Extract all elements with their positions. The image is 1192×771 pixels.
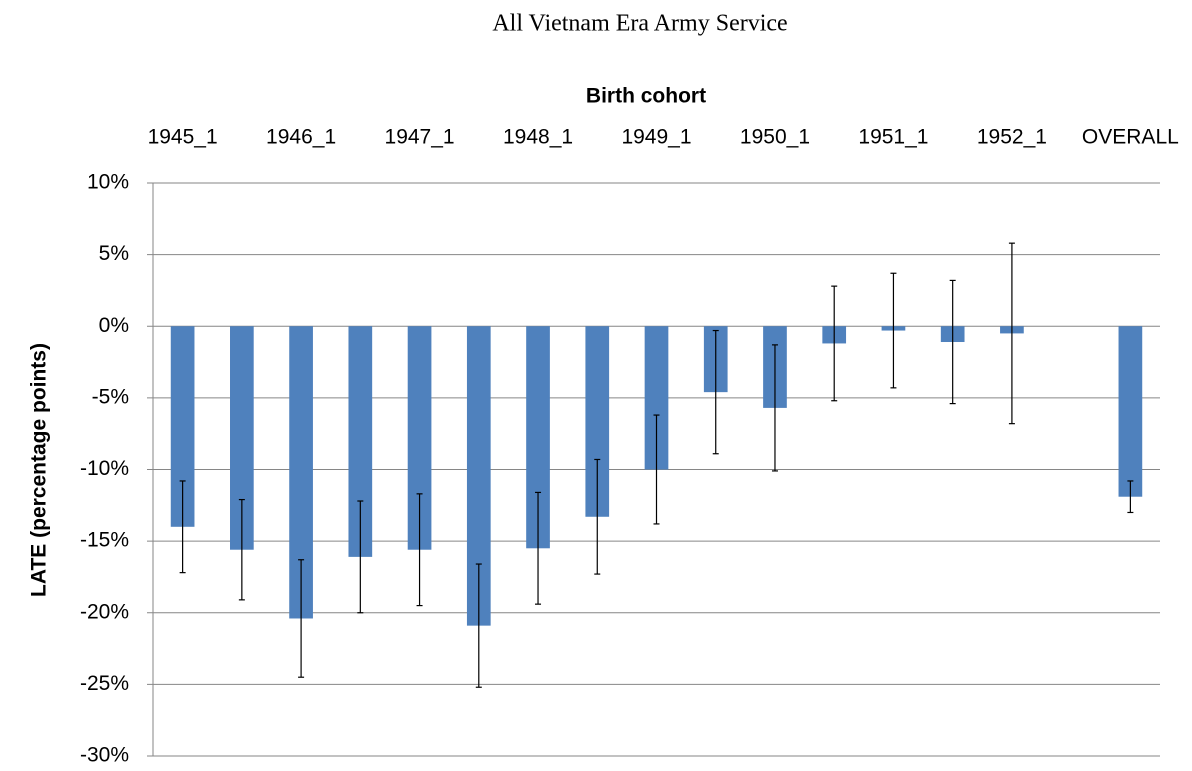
y-axis-title: LATE (percentage points)	[28, 343, 51, 597]
x-tick-label: 1950_1	[740, 126, 810, 149]
x-tick-label: 1951_1	[858, 126, 928, 149]
bar	[230, 326, 254, 550]
bar	[407, 326, 432, 550]
bar	[289, 326, 313, 619]
bar	[585, 326, 610, 517]
bar	[466, 326, 491, 626]
y-tick-label: -30%	[80, 744, 129, 767]
x-axis-title: Birth cohort	[586, 85, 706, 108]
y-tick-label: -20%	[80, 600, 129, 623]
x-tick-label: 1947_1	[385, 126, 455, 149]
x-tick-label: 1952_1	[977, 126, 1047, 149]
bar	[170, 326, 195, 527]
x-tick-label: 1949_1	[621, 126, 691, 149]
y-tick-label: -5%	[92, 385, 129, 408]
y-tick-label: 0%	[99, 314, 129, 337]
bar	[348, 326, 373, 557]
y-tick-label: 5%	[99, 242, 129, 265]
y-tick-label: 10%	[87, 171, 129, 194]
y-tick-label: -10%	[80, 457, 129, 480]
x-tick-label: 1946_1	[266, 126, 336, 149]
y-tick-label: -25%	[80, 672, 129, 695]
bar	[644, 326, 669, 470]
bar	[526, 326, 550, 549]
bar	[1118, 326, 1143, 497]
x-tick-label: OVERALL	[1082, 126, 1179, 149]
chart-title: All Vietnam Era Army Service	[492, 11, 787, 37]
y-tick-label: -15%	[80, 529, 129, 552]
x-tick-label: 1945_1	[148, 126, 218, 149]
x-tick-label: 1948_1	[503, 126, 573, 149]
